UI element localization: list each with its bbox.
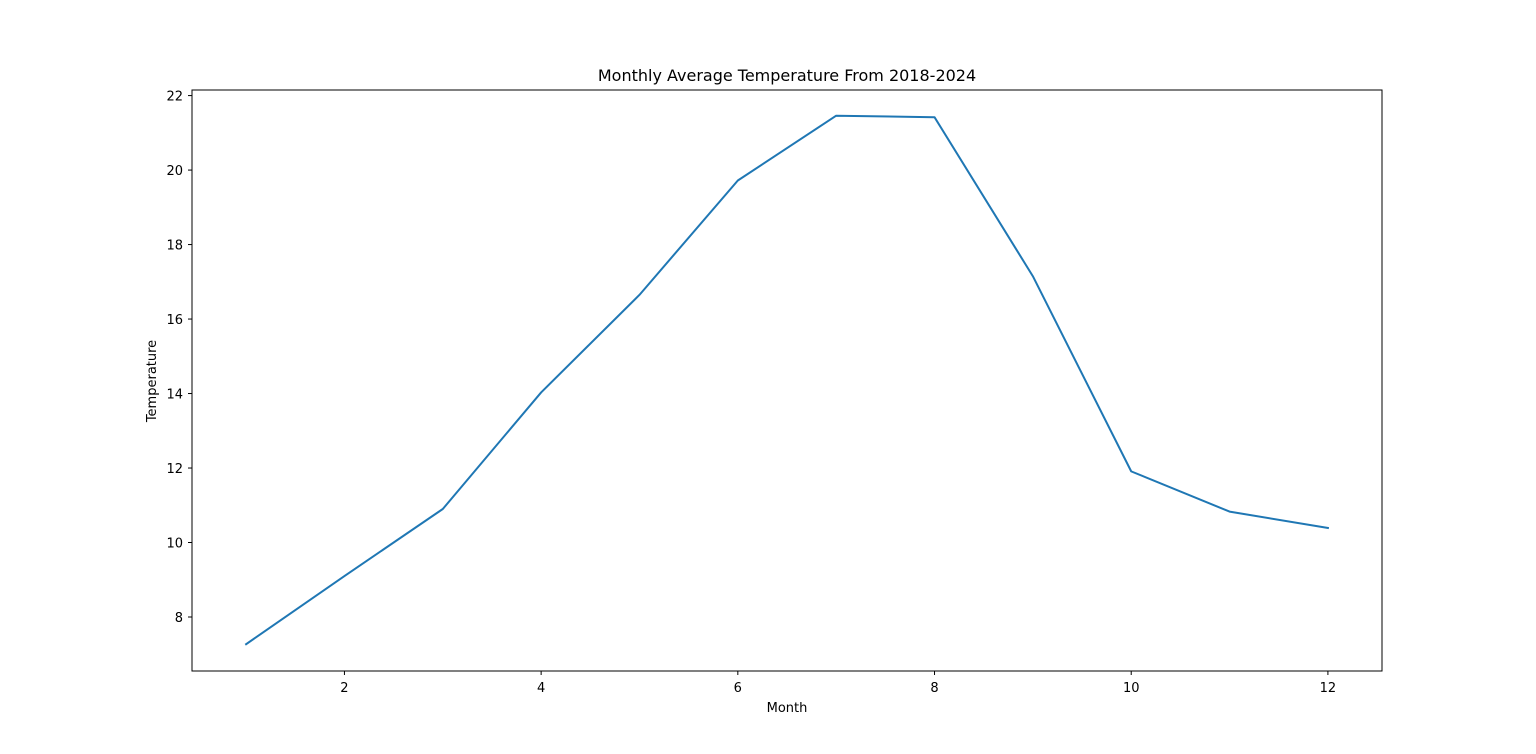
chart-title: Monthly Average Temperature From 2018-20… [598, 66, 976, 85]
y-axis-title: Temperature [145, 340, 160, 423]
y-tick-label: 20 [166, 164, 183, 179]
y-tick-label: 12 [166, 462, 183, 477]
x-tick-label: 4 [537, 681, 545, 696]
x-tick-label: 8 [930, 681, 938, 696]
x-tick-label: 2 [340, 681, 348, 696]
x-tick-label: 6 [734, 681, 742, 696]
y-axis-ticks: 8 10 12 14 16 18 20 22 [166, 90, 192, 626]
y-tick-label: 22 [166, 90, 183, 105]
series-line [244, 114, 1330, 646]
y-tick-label: 14 [166, 388, 183, 403]
x-tick-label: 10 [1123, 681, 1140, 696]
y-tick-label: 16 [166, 313, 183, 328]
x-axis-ticks: 2 4 6 8 10 12 [340, 671, 1336, 696]
x-axis-title: Month [767, 701, 808, 716]
plot-area-frame [191, 89, 1383, 672]
y-tick-label: 8 [175, 611, 183, 626]
x-tick-label: 12 [1320, 681, 1337, 696]
series-layer [244, 114, 1330, 646]
y-tick-label: 10 [166, 537, 183, 552]
y-tick-label: 18 [166, 239, 183, 254]
